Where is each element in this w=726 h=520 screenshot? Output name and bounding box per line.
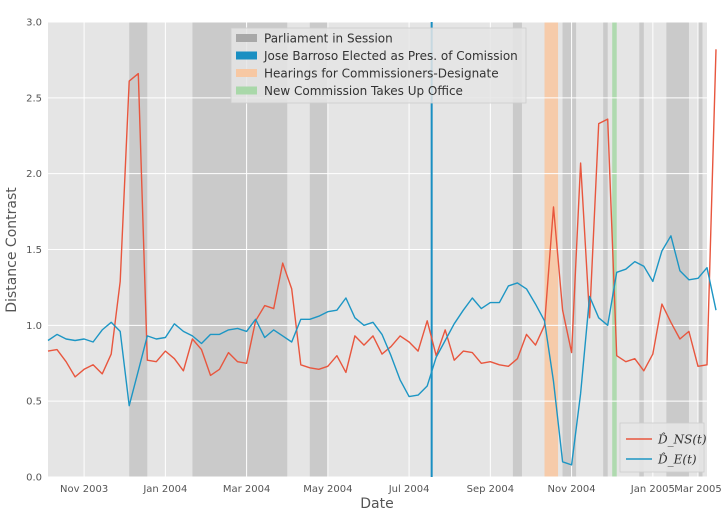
y-tick-label: 3.0 xyxy=(26,18,42,29)
y-axis-ticks: 0.0 0.5 1.0 1.5 2.0 2.5 3.0 xyxy=(26,18,42,484)
y-tick-label: 2.0 xyxy=(26,169,42,180)
y-tick-label: 1.0 xyxy=(26,321,42,332)
data-series xyxy=(47,49,717,466)
legend-label-hearings: Hearings for Commissioners-Designate xyxy=(264,67,499,81)
x-tick-label: Jan 2005 xyxy=(630,484,675,495)
x-tick-label: Mar 2004 xyxy=(223,484,271,495)
series-line-d-e-t- xyxy=(47,235,717,466)
series-legend-label: D̂_E(t) xyxy=(657,451,697,466)
legend-swatch-new-commission xyxy=(236,86,257,95)
x-tick-label: Nov 2003 xyxy=(60,484,108,495)
series-legend-label: D̂_NS(t) xyxy=(657,431,707,446)
x-tick-label: Sep 2004 xyxy=(467,484,514,495)
legend-swatch-hearings xyxy=(236,69,257,77)
series-legend: D̂_NS(t) D̂_E(t) xyxy=(619,422,707,473)
legend-label-parliament: Parliament in Session xyxy=(264,32,393,46)
x-tick-label: Jan 2004 xyxy=(142,484,187,495)
legend-swatch-parliament xyxy=(236,34,257,42)
x-tick-label: Nov 2004 xyxy=(548,484,596,495)
x-tick-label: Jul 2004 xyxy=(388,484,430,495)
x-tick-label: May 2004 xyxy=(303,484,352,495)
y-axis-label: Distance Contrast xyxy=(4,187,20,313)
series-line-d-ns-t- xyxy=(47,49,717,378)
legend-label-new-commission: New Commission Takes Up Office xyxy=(264,84,463,98)
event-legend-box xyxy=(230,27,527,104)
y-tick-label: 1.5 xyxy=(26,245,42,256)
legend-swatch-barroso xyxy=(236,51,257,60)
y-tick-label: 2.5 xyxy=(26,93,42,104)
series-legend-box xyxy=(619,422,705,473)
x-axis-ticks: Nov 2003 Jan 2004 Mar 2004 May 2004 Jul 2004… xyxy=(60,484,722,495)
x-tick-label: Mar 2005 xyxy=(674,484,722,495)
y-tick-label: 0.5 xyxy=(26,397,42,408)
x-axis-label: Date xyxy=(360,496,393,512)
legend-label-barroso: Jose Barroso Elected as Pres. of Comissi… xyxy=(263,49,518,63)
y-tick-label: 0.0 xyxy=(26,473,42,484)
event-legend: Parliament in Session Jose Barroso Electe… xyxy=(230,27,527,104)
